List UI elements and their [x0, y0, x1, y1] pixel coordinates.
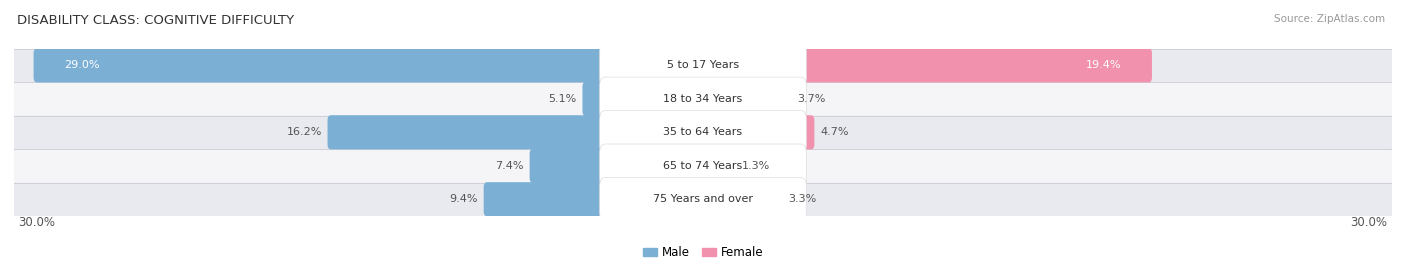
Text: 3.3%: 3.3%	[787, 194, 817, 204]
Text: 30.0%: 30.0%	[1350, 216, 1388, 229]
Legend: Male, Female: Male, Female	[638, 241, 768, 264]
FancyBboxPatch shape	[700, 149, 737, 183]
Text: 35 to 64 Years: 35 to 64 Years	[664, 127, 742, 137]
Text: 5.1%: 5.1%	[548, 94, 576, 104]
FancyBboxPatch shape	[700, 115, 814, 149]
FancyBboxPatch shape	[599, 177, 807, 221]
FancyBboxPatch shape	[599, 77, 807, 121]
FancyBboxPatch shape	[599, 110, 807, 154]
Text: 16.2%: 16.2%	[287, 127, 322, 137]
Text: 1.3%: 1.3%	[742, 161, 770, 171]
FancyBboxPatch shape	[328, 115, 706, 149]
FancyBboxPatch shape	[582, 82, 706, 116]
FancyBboxPatch shape	[14, 183, 1392, 216]
FancyBboxPatch shape	[484, 182, 706, 216]
Text: DISABILITY CLASS: COGNITIVE DIFFICULTY: DISABILITY CLASS: COGNITIVE DIFFICULTY	[17, 14, 294, 26]
FancyBboxPatch shape	[34, 48, 706, 82]
Text: 5 to 17 Years: 5 to 17 Years	[666, 60, 740, 70]
FancyBboxPatch shape	[599, 43, 807, 87]
FancyBboxPatch shape	[700, 82, 792, 116]
Text: 30.0%: 30.0%	[18, 216, 56, 229]
Text: 7.4%: 7.4%	[495, 161, 524, 171]
FancyBboxPatch shape	[530, 149, 706, 183]
Text: 65 to 74 Years: 65 to 74 Years	[664, 161, 742, 171]
FancyBboxPatch shape	[14, 82, 1392, 116]
FancyBboxPatch shape	[599, 144, 807, 188]
Text: 19.4%: 19.4%	[1085, 60, 1121, 70]
Text: 9.4%: 9.4%	[450, 194, 478, 204]
FancyBboxPatch shape	[14, 149, 1392, 183]
FancyBboxPatch shape	[700, 48, 1152, 82]
Text: Source: ZipAtlas.com: Source: ZipAtlas.com	[1274, 14, 1385, 23]
FancyBboxPatch shape	[14, 49, 1392, 82]
Text: 29.0%: 29.0%	[65, 60, 100, 70]
Text: 18 to 34 Years: 18 to 34 Years	[664, 94, 742, 104]
FancyBboxPatch shape	[14, 116, 1392, 149]
Text: 3.7%: 3.7%	[797, 94, 825, 104]
Text: 75 Years and over: 75 Years and over	[652, 194, 754, 204]
FancyBboxPatch shape	[700, 182, 782, 216]
Text: 4.7%: 4.7%	[820, 127, 849, 137]
